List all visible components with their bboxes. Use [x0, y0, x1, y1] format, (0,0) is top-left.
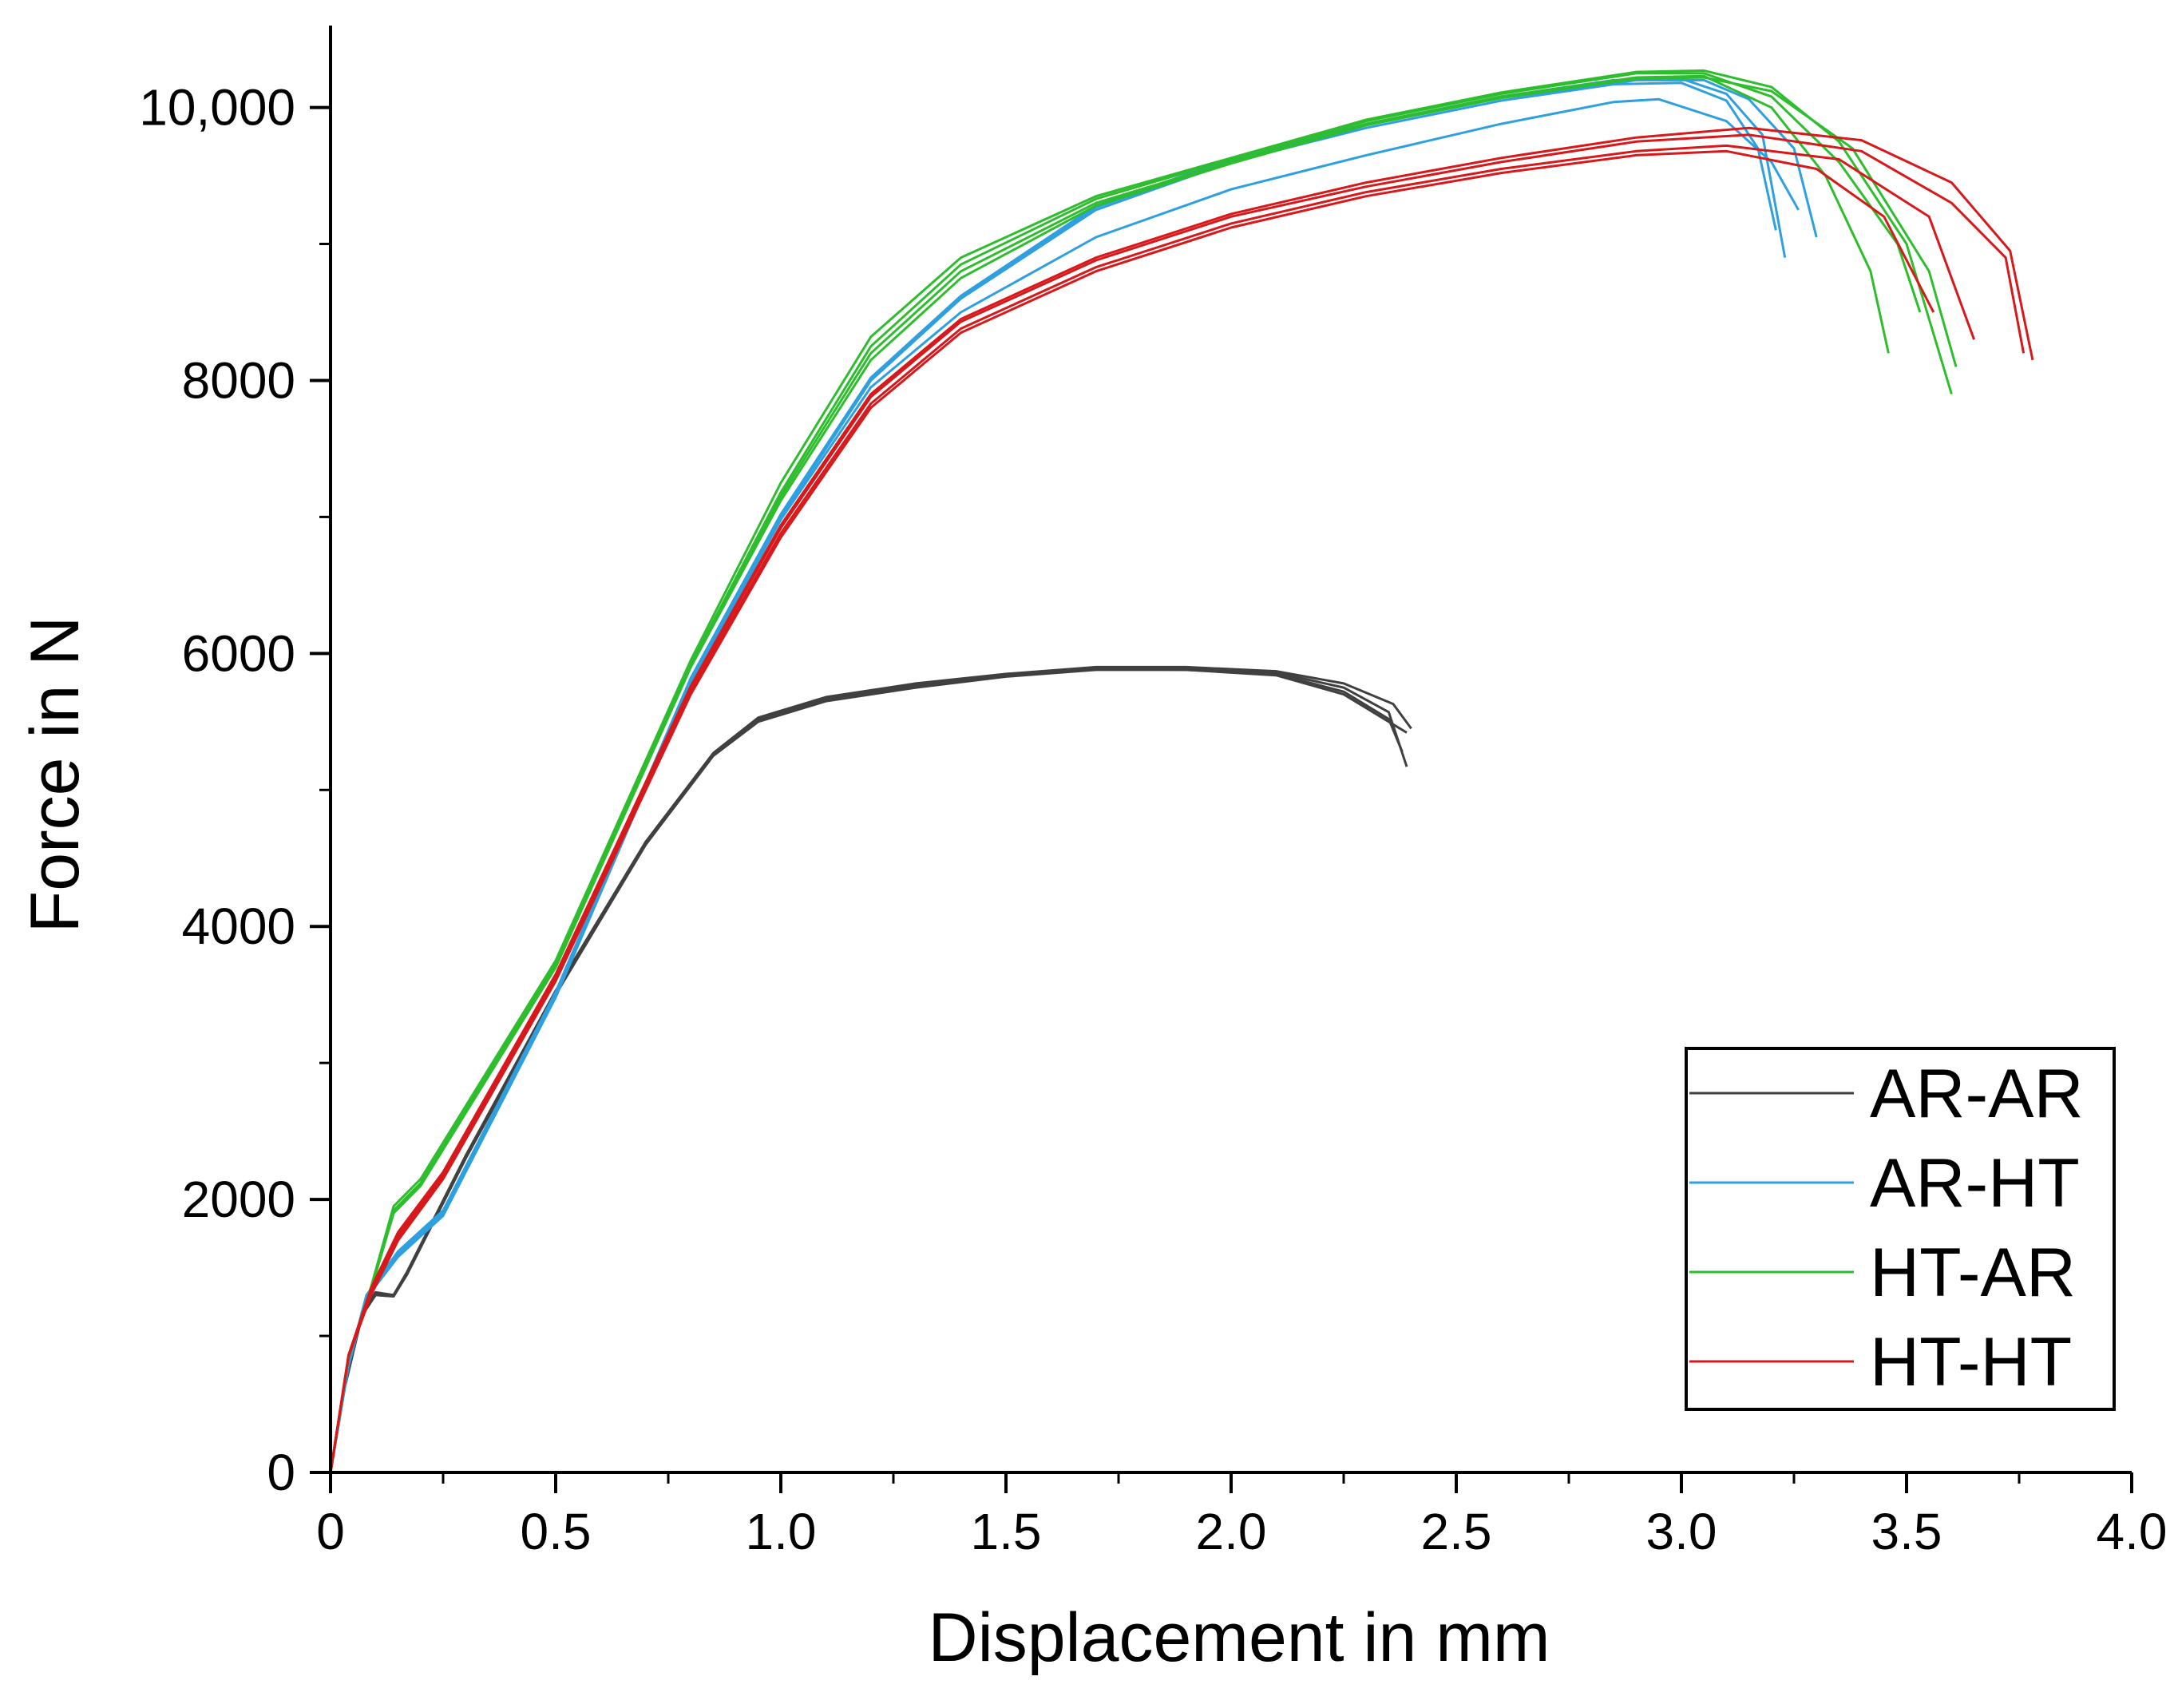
- x-tick-label: 2.5: [1421, 1503, 1492, 1560]
- legend: AR-AR AR-HT HT-AR HT-HT: [1685, 1047, 2116, 1411]
- series-line-ht-ar: [329, 74, 1890, 1473]
- y-tick-label: 8000: [182, 351, 295, 409]
- series-line-ht-ht: [329, 133, 2026, 1473]
- series-line-ar-ht: [329, 97, 1800, 1473]
- x-tick-label: 1.5: [971, 1503, 1042, 1560]
- x-tick-label: 0: [316, 1503, 345, 1560]
- legend-label-ar-ar: AR-AR: [1870, 1056, 2084, 1132]
- series-line-ht-ht: [329, 149, 1935, 1473]
- y-tick-label: 2000: [182, 1171, 295, 1228]
- legend-label-ht-ar: HT-AR: [1870, 1234, 2076, 1311]
- y-tick-label: 0: [267, 1444, 295, 1501]
- y-tick-label: 4000: [182, 898, 295, 955]
- series-line-ar-ht: [329, 78, 1818, 1473]
- x-tick-label: 4.0: [2097, 1503, 2168, 1560]
- axes-layer: 0 0.5 1.0 1.5 2.0 2.5 3.0 3.5 4.0 0 2000 4000 6000 80…: [139, 26, 2167, 1560]
- y-tick-label: 10,000: [139, 79, 295, 137]
- x-tick-label: 2.0: [1196, 1503, 1267, 1560]
- legend-label-ht-ht: HT-HT: [1870, 1324, 2072, 1401]
- series-line-ht-ar: [329, 76, 1958, 1473]
- y-tick-label: 6000: [182, 624, 295, 682]
- x-tick-label: 3.5: [1871, 1503, 1942, 1560]
- legend-box: [1685, 1047, 2116, 1411]
- legend-label-ar-ht: AR-HT: [1870, 1145, 2080, 1222]
- x-tick-label: 1.0: [746, 1503, 817, 1560]
- x-tick-label: 3.0: [1646, 1503, 1717, 1560]
- series-line-ht-ht: [329, 126, 2034, 1473]
- curves-layer: [329, 69, 2034, 1473]
- series-line-ar-ar: [329, 665, 1412, 1473]
- series-line-ht-ar: [329, 69, 1953, 1473]
- series-line-ht-ht: [329, 144, 1976, 1473]
- x-tick-label: 0.5: [521, 1503, 592, 1560]
- y-axis-title: Force in N: [17, 616, 93, 933]
- x-axis-title: Displacement in mm: [929, 1599, 1550, 1676]
- series-line-ht-ar: [329, 72, 1922, 1473]
